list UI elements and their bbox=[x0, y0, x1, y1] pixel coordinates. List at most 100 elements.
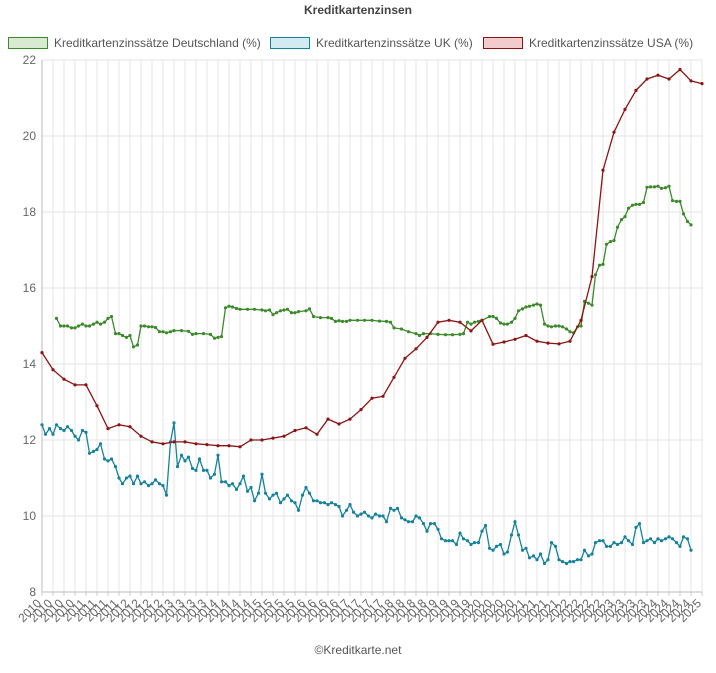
data-point bbox=[274, 311, 279, 315]
data-point bbox=[370, 396, 374, 400]
data-point bbox=[117, 476, 121, 480]
data-point bbox=[538, 552, 543, 556]
data-point bbox=[568, 330, 572, 334]
data-point bbox=[458, 531, 462, 535]
data-point bbox=[175, 465, 180, 469]
data-point bbox=[135, 474, 140, 478]
data-point bbox=[164, 493, 169, 497]
data-point bbox=[608, 240, 613, 244]
data-point bbox=[689, 223, 693, 227]
data-point bbox=[98, 442, 103, 446]
data-point bbox=[186, 329, 191, 333]
data-point bbox=[373, 512, 378, 516]
data-point bbox=[465, 539, 470, 543]
data-point bbox=[230, 305, 235, 309]
legend-item-germany[interactable]: Kreditkartenzinssätze Deutschland (%) bbox=[8, 34, 261, 52]
data-point bbox=[142, 480, 147, 484]
data-point bbox=[124, 335, 129, 339]
data-point bbox=[476, 541, 481, 545]
data-point bbox=[505, 550, 510, 554]
data-point bbox=[678, 199, 682, 203]
data-point bbox=[227, 484, 231, 488]
data-point bbox=[87, 451, 92, 455]
data-point bbox=[425, 335, 429, 339]
y-tick-label: 18 bbox=[23, 205, 37, 219]
data-point bbox=[91, 322, 96, 326]
data-point bbox=[575, 558, 580, 562]
data-point bbox=[307, 491, 312, 495]
legend-swatch-usa bbox=[483, 37, 523, 49]
data-point bbox=[656, 184, 660, 188]
y-tick-label: 16 bbox=[23, 281, 37, 295]
data-point bbox=[535, 558, 539, 562]
data-point bbox=[62, 324, 66, 328]
data-point bbox=[513, 316, 517, 320]
data-point bbox=[670, 199, 675, 203]
data-point bbox=[282, 308, 286, 312]
series-germany bbox=[54, 184, 693, 349]
data-point bbox=[557, 324, 561, 328]
data-point bbox=[645, 539, 649, 543]
data-point bbox=[406, 520, 411, 524]
data-point bbox=[234, 306, 239, 311]
data-point bbox=[674, 541, 679, 545]
data-point bbox=[663, 537, 668, 541]
data-point bbox=[546, 341, 550, 345]
data-point bbox=[432, 522, 437, 526]
data-point bbox=[172, 440, 176, 444]
data-point bbox=[553, 324, 558, 328]
data-point bbox=[659, 539, 664, 543]
data-point bbox=[289, 499, 294, 503]
data-point bbox=[608, 544, 613, 549]
data-point bbox=[238, 307, 242, 311]
data-point bbox=[604, 544, 609, 549]
data-point bbox=[406, 330, 411, 334]
data-point bbox=[73, 326, 77, 330]
data-point bbox=[678, 67, 682, 72]
data-point bbox=[619, 541, 624, 545]
data-point bbox=[700, 82, 704, 86]
data-point bbox=[461, 332, 466, 336]
data-point bbox=[348, 503, 352, 507]
data-point bbox=[505, 322, 510, 326]
data-point bbox=[58, 324, 63, 328]
data-point bbox=[670, 537, 675, 541]
data-point bbox=[593, 541, 598, 545]
data-point bbox=[205, 468, 209, 472]
data-point bbox=[546, 558, 550, 562]
legend-label-germany: Kreditkartenzinssätze Deutschland (%) bbox=[54, 36, 261, 50]
data-point bbox=[384, 520, 389, 524]
data-point bbox=[348, 417, 352, 421]
data-point bbox=[340, 514, 345, 518]
data-point bbox=[285, 307, 290, 311]
data-point bbox=[678, 544, 682, 549]
data-point bbox=[458, 320, 462, 324]
data-point bbox=[322, 501, 327, 505]
legend-item-usa[interactable]: Kreditkartenzinssätze USA (%) bbox=[483, 34, 693, 52]
data-point bbox=[648, 185, 653, 189]
data-point bbox=[560, 560, 565, 564]
data-point bbox=[549, 541, 554, 545]
data-point bbox=[62, 428, 66, 433]
data-point bbox=[491, 548, 495, 552]
data-point bbox=[498, 321, 503, 325]
data-point bbox=[527, 304, 532, 308]
data-point bbox=[146, 484, 151, 488]
data-point bbox=[513, 337, 517, 341]
data-point bbox=[102, 457, 107, 461]
data-point bbox=[183, 459, 187, 463]
data-point bbox=[689, 79, 693, 83]
data-point bbox=[417, 333, 422, 338]
data-point bbox=[256, 491, 261, 495]
data-point bbox=[641, 541, 646, 545]
data-point bbox=[586, 554, 591, 558]
y-tick-label: 12 bbox=[23, 433, 37, 447]
data-point bbox=[590, 552, 594, 556]
data-point bbox=[47, 427, 52, 431]
legend-item-uk[interactable]: Kreditkartenzinssätze UK (%) bbox=[270, 34, 473, 52]
data-point bbox=[139, 482, 143, 486]
data-point bbox=[487, 314, 492, 319]
data-point bbox=[120, 482, 125, 486]
legend-swatch-germany bbox=[8, 37, 48, 49]
data-point bbox=[95, 404, 99, 408]
